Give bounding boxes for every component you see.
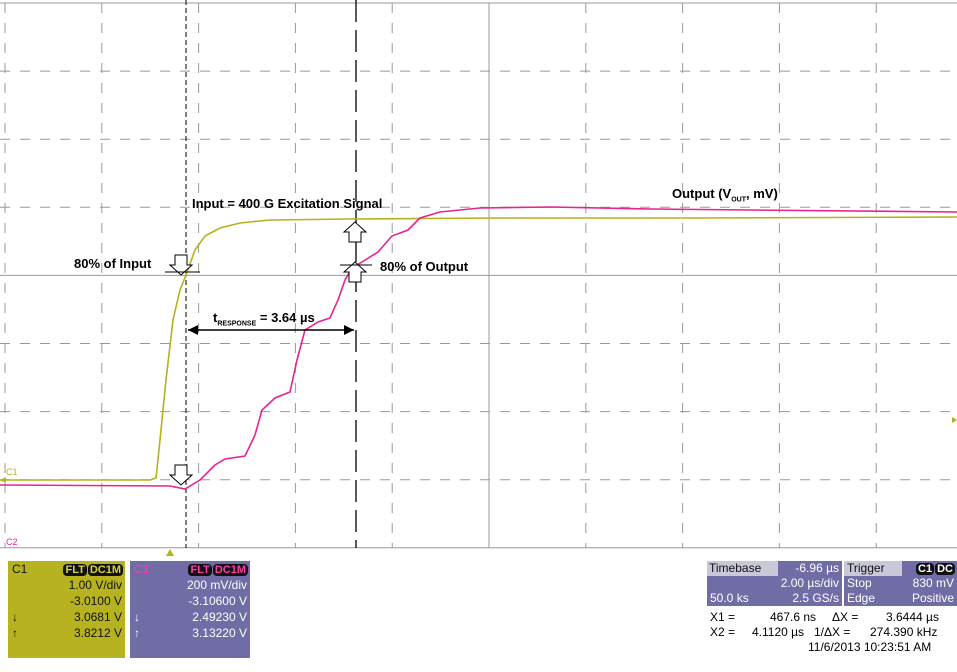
dx-label: ΔX =	[832, 610, 859, 624]
channel-panel: C1 FLT DC1M 200 mV/div -3.10600 V ↓ 2.49230…	[130, 561, 250, 658]
badge: DC1M	[87, 564, 123, 576]
x2-value: 4.1120 µs	[752, 625, 805, 639]
arrow-output-80	[342, 261, 368, 283]
trigger-slope: Positive	[911, 591, 954, 605]
badge: C1	[916, 563, 935, 575]
panel-header: C1 FLT DC1M	[8, 561, 125, 577]
text: = 3.64 µs	[256, 310, 315, 325]
channel-label: C1	[12, 562, 28, 576]
text: OUT	[731, 196, 746, 204]
arrow: ↑	[12, 626, 18, 640]
panel-header: C1 FLT DC1M	[130, 561, 250, 577]
timebase-panel: Timebase -6.96 µs 2.00 µs/div 50.0 ks 2.…	[707, 561, 842, 606]
row: ↑ 3.8212 V	[8, 625, 125, 641]
inv-label: 1/ΔX =	[814, 625, 851, 639]
badge: FLT	[188, 564, 212, 576]
dx-value: 3.6444 µs	[886, 610, 939, 624]
text: RESPONSE	[217, 320, 257, 328]
x1-value: 467.6 ns	[770, 610, 817, 624]
row: -3.0100 V	[69, 594, 122, 608]
badge: DC1M	[212, 564, 248, 576]
trigger-mode: Stop	[847, 576, 872, 590]
row: ↓ 3.0681 V	[8, 609, 125, 625]
timebase-rate: 2.5 GS/s	[792, 591, 839, 605]
row: -3.10600 V	[188, 594, 247, 608]
x2-label: X2 =	[710, 625, 736, 639]
timebase-scale: 2.00 µs/div	[780, 576, 839, 590]
arrow: ↓	[12, 610, 18, 624]
arrow-input-80	[168, 254, 194, 276]
channel-panel: C1 FLT DC1M 1.00 V/div -3.0100 V ↓ 3.0681 V…	[8, 561, 125, 658]
output-label: Output (VOUT, mV)	[672, 186, 778, 204]
inv-value: 274.390 kHz	[870, 625, 938, 639]
trigger-level-text: 830 mV	[912, 576, 954, 590]
channel-label: C1	[134, 562, 150, 576]
output-80-label: 80% of Output	[380, 259, 469, 274]
timestamp: 11/6/2013 10:23:51 AM	[808, 640, 932, 654]
timebase-samples: 50.0 ks	[710, 591, 749, 605]
row: 200 mV/div	[186, 578, 247, 592]
timebase-label: Timebase	[707, 561, 778, 576]
value: 2.49230 V	[192, 610, 247, 624]
x1-label: X1 =	[710, 610, 736, 624]
output-trace	[0, 206, 957, 490]
trigger-kind: Edge	[847, 591, 876, 605]
arrow-input-base	[168, 464, 194, 486]
value: 3.0681 V	[73, 610, 122, 624]
arrow: ↑	[134, 626, 140, 640]
trigger-label: Trigger	[844, 561, 902, 576]
row: ↑ 3.13220 V	[130, 625, 250, 641]
grid	[0, 2, 957, 549]
input-label: Input = 400 G Excitation Signal	[192, 196, 383, 211]
waveform-display: C1 C2	[0, 0, 957, 556]
arrow: ↓	[134, 610, 140, 624]
response-label: tRESPONSE = 3.64 µs	[213, 310, 315, 328]
c2-marker: C2	[6, 537, 18, 547]
value: 3.13220 V	[192, 626, 247, 640]
row: 1.00 V/div	[68, 578, 122, 592]
c1-level	[0, 477, 6, 483]
text: Output (V	[672, 186, 732, 201]
c1-marker: C1	[6, 467, 18, 477]
input-80-label: 80% of Input	[74, 256, 152, 271]
timebase-offset: -6.96 µs	[795, 561, 839, 575]
input-trace	[0, 216, 957, 481]
trigger-panel: Trigger C1 DC Stop 830 mV Edge Positive	[844, 561, 957, 606]
row: ↓ 2.49230 V	[130, 609, 250, 625]
trigger-position	[166, 549, 174, 556]
arrow-output-top	[342, 221, 368, 243]
value: 3.8212 V	[73, 626, 122, 640]
badge: FLT	[63, 564, 87, 576]
trigger-level	[952, 417, 957, 423]
badge: DC	[935, 563, 955, 575]
text: t	[213, 310, 218, 325]
text: , mV)	[746, 186, 778, 201]
